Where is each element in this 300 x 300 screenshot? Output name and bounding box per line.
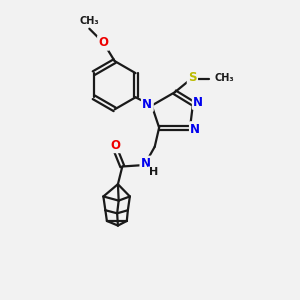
Text: N: N <box>193 95 203 109</box>
Text: CH₃: CH₃ <box>214 73 234 83</box>
Text: H: H <box>148 167 158 177</box>
Text: N: N <box>190 123 200 136</box>
Text: CH₃: CH₃ <box>80 16 99 26</box>
Text: O: O <box>98 36 109 49</box>
Text: N: N <box>141 157 151 170</box>
Text: S: S <box>188 71 197 84</box>
Text: N: N <box>142 98 152 111</box>
Text: O: O <box>111 139 121 152</box>
